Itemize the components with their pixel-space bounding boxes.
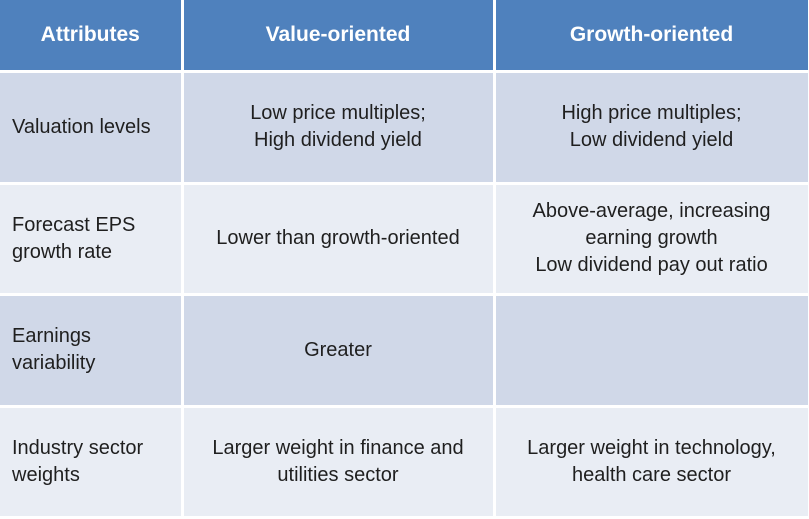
cell-text: health care sector: [572, 463, 731, 486]
header-row: Attributes Value-oriented Growth-oriente…: [0, 0, 809, 73]
cell-text: High dividend yield: [254, 129, 422, 152]
value-oriented-cell: Greater: [182, 294, 496, 408]
cell-text: High price multiples;: [561, 102, 742, 125]
growth-oriented-cell: Larger weight in technology, health care…: [494, 406, 809, 519]
growth-oriented-cell: High price multiples; Low dividend yield: [494, 71, 809, 185]
cell-text: Industry sector: [12, 436, 144, 459]
value-oriented-cell: Low price multiples; High dividend yield: [182, 71, 496, 185]
cell-text: Valuation levels: [12, 115, 151, 138]
cell-text: variability: [12, 352, 96, 375]
header-value-oriented: Value-oriented: [182, 0, 496, 73]
header-growth-oriented: Growth-oriented: [494, 0, 809, 73]
value-oriented-cell: Larger weight in finance and utilities s…: [182, 406, 496, 519]
table-row: Industry sector weights Larger weight in…: [0, 406, 809, 519]
cell-text: Low price multiples;: [250, 102, 426, 125]
cell-text: Greater: [304, 338, 372, 361]
attribute-cell: Valuation levels: [0, 71, 184, 185]
cell-text: Lower than growth-oriented: [216, 227, 460, 250]
attribute-cell: Forecast EPS growth rate: [0, 183, 184, 296]
cell-text: Larger weight in technology,: [527, 436, 776, 459]
cell-text: Earnings: [12, 325, 91, 348]
cell-text: utilities sector: [277, 463, 399, 486]
cell-text: growth rate: [12, 240, 113, 263]
header-attributes: Attributes: [0, 0, 184, 73]
growth-oriented-cell: Above-average, increasing earning growth…: [494, 183, 809, 296]
cell-text: Forecast EPS: [12, 213, 136, 236]
cell-text: Above-average, increasing: [532, 200, 771, 223]
cell-text: Low dividend pay out ratio: [535, 254, 768, 277]
value-oriented-cell: Lower than growth-oriented: [182, 183, 496, 296]
table-row: Valuation levels Low price multiples; Hi…: [0, 71, 809, 185]
cell-text: weights: [12, 463, 80, 486]
table-row: Earnings variability Greater: [0, 294, 809, 408]
cell-text: Low dividend yield: [569, 129, 734, 152]
table-row: Forecast EPS growth rate Lower than grow…: [0, 183, 809, 296]
attribute-cell: Industry sector weights: [0, 406, 184, 519]
attribute-cell: Earnings variability: [0, 294, 184, 408]
cell-text: earning growth: [585, 227, 718, 250]
cell-text: Larger weight in finance and: [212, 436, 464, 459]
growth-oriented-cell: [494, 294, 809, 408]
